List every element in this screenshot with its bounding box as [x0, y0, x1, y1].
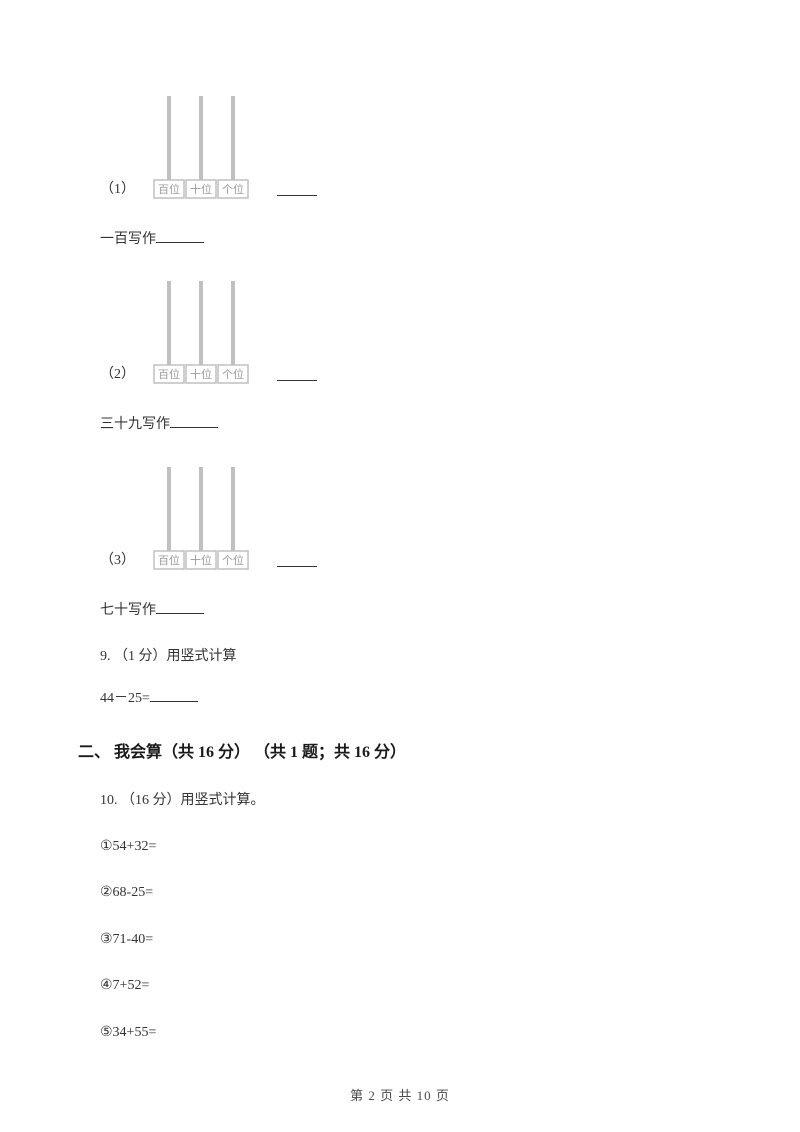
rod-label-hundreds: 百位	[158, 367, 180, 381]
section-2-heading: 二、 我会算（共 16 分） （共 1 题；共 16 分）	[78, 740, 700, 766]
sentence-3: 七十写作	[100, 599, 700, 622]
answer-blank	[277, 364, 317, 381]
answer-blank	[277, 179, 317, 196]
rod-label-tens: 十位	[190, 182, 212, 196]
rod-label-hundreds: 百位	[158, 182, 180, 196]
q10-item: ③71-40=	[100, 929, 700, 951]
footer-middle: 页 共	[376, 1088, 417, 1103]
place-value-counter-icon: 百位 十位 个位	[141, 90, 261, 200]
question-9-expression: 44－25=	[100, 687, 700, 710]
rod-label-ones: 个位	[222, 182, 244, 196]
item-prefix: （2）	[100, 363, 135, 385]
rod-label-ones: 个位	[222, 367, 244, 381]
page-footer: 第 2 页 共 10 页	[0, 1085, 800, 1104]
sentence-2: 三十九写作	[100, 413, 700, 436]
rod-label-tens: 十位	[190, 367, 212, 381]
counter-item-2: （2） 百位 十位 个位	[100, 275, 700, 385]
expression-text: 44－25=	[100, 691, 150, 706]
place-value-counter-icon: 百位 十位 个位	[141, 461, 261, 571]
answer-blank	[156, 228, 204, 243]
counter-item-1: （1） 百位 十位 个位	[100, 90, 700, 200]
counter-item-3: （3） 百位 十位 个位	[100, 461, 700, 571]
answer-blank	[170, 413, 218, 428]
q10-item: ④7+52=	[100, 975, 700, 997]
sentence-prefix: 一百写作	[100, 232, 156, 247]
sentence-1: 一百写作	[100, 228, 700, 251]
answer-blank	[277, 550, 317, 567]
question-9-heading: 9. （1 分）用竖式计算	[100, 646, 700, 668]
sentence-prefix: 三十九写作	[100, 417, 170, 432]
place-value-counter-icon: 百位 十位 个位	[141, 275, 261, 385]
sentence-prefix: 七十写作	[100, 603, 156, 618]
q10-item: ②68-25=	[100, 882, 700, 904]
footer-current-page: 2	[368, 1088, 376, 1103]
footer-prefix: 第	[350, 1088, 368, 1103]
q10-item: ⑤34+55=	[100, 1022, 700, 1044]
rod-label-hundreds: 百位	[158, 553, 180, 567]
answer-blank	[150, 687, 198, 702]
item-prefix: （3）	[100, 549, 135, 571]
rod-label-tens: 十位	[190, 553, 212, 567]
q10-item: ①54+32=	[100, 836, 700, 858]
item-prefix: （1）	[100, 178, 135, 200]
question-10-heading: 10. （16 分）用竖式计算。	[100, 790, 700, 812]
footer-total-pages: 10	[417, 1088, 432, 1103]
footer-suffix: 页	[432, 1088, 450, 1103]
rod-label-ones: 个位	[222, 553, 244, 567]
answer-blank	[156, 599, 204, 614]
